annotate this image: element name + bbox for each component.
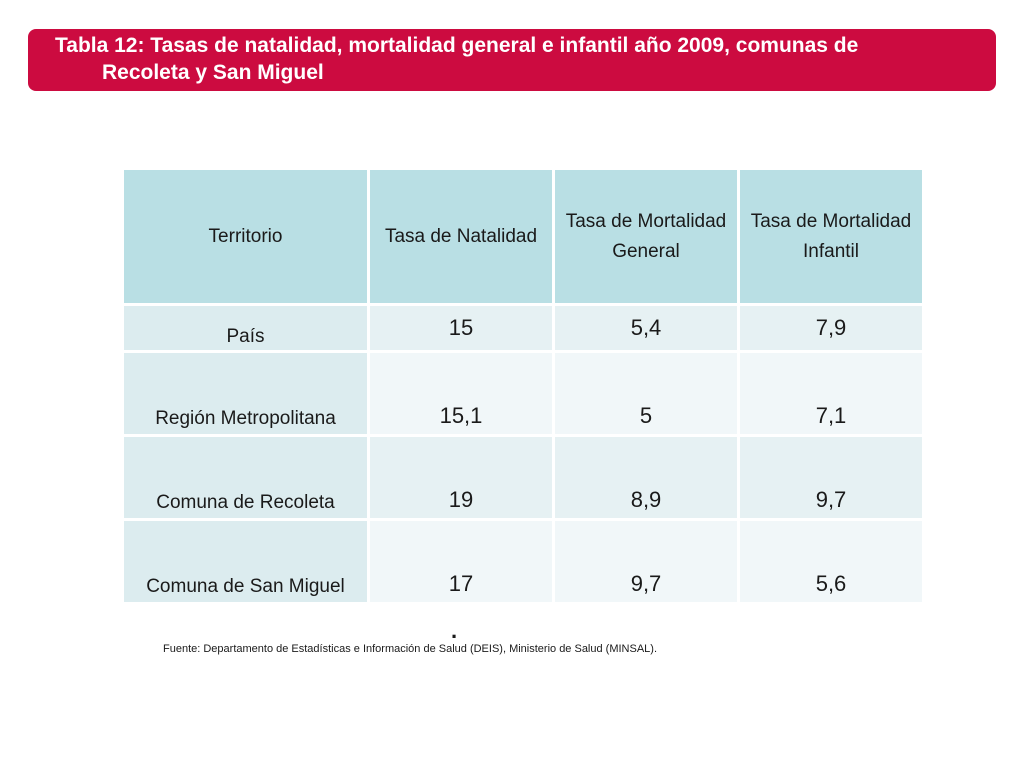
cell-territorio: Comuna de San Miguel [124,521,367,602]
rates-table: Territorio Tasa de Natalidad Tasa de Mor… [121,167,925,605]
cell-mortalidad-infantil: 7,9 [740,306,922,350]
header-natalidad: Tasa de Natalidad [370,170,552,303]
cell-territorio: Comuna de Recoleta [124,437,367,518]
cell-mortalidad-infantil: 9,7 [740,437,922,518]
cell-natalidad: 15,1 [370,353,552,434]
table-header-row: Territorio Tasa de Natalidad Tasa de Mor… [124,170,922,303]
table-row: Comuna de San Miguel 17 9,7 5,6 [124,521,922,602]
cell-mortalidad-infantil: 7,1 [740,353,922,434]
cell-natalidad: 17 [370,521,552,602]
source-note: Fuente: Departamento de Estadísticas e I… [163,643,658,655]
cell-mortalidad-general: 5,4 [555,306,737,350]
cell-mortalidad-general: 5 [555,353,737,434]
cell-territorio: Región Metropolitana [124,353,367,434]
cell-natalidad: 15 [370,306,552,350]
cell-mortalidad-general: 8,9 [555,437,737,518]
table-row: Comuna de Recoleta 19 8,9 9,7 [124,437,922,518]
table-row: País 15 5,4 7,9 [124,306,922,350]
page-title-line-1: Tabla 12: Tasas de natalidad, mortalidad… [55,34,859,57]
header-mortalidad-infantil: Tasa de Mortalidad Infantil [740,170,922,303]
page-title-line-2: Recoleta y San Miguel [102,61,324,84]
cell-mortalidad-infantil: 5,6 [740,521,922,602]
title-banner [28,29,996,91]
cell-natalidad: 19 [370,437,552,518]
header-territorio: Territorio [124,170,367,303]
stray-dot: . [451,618,458,643]
table-row: Región Metropolitana 15,1 5 7,1 [124,353,922,434]
cell-territorio: País [124,306,367,350]
header-mortalidad-general: Tasa de Mortalidad General [555,170,737,303]
cell-mortalidad-general: 9,7 [555,521,737,602]
